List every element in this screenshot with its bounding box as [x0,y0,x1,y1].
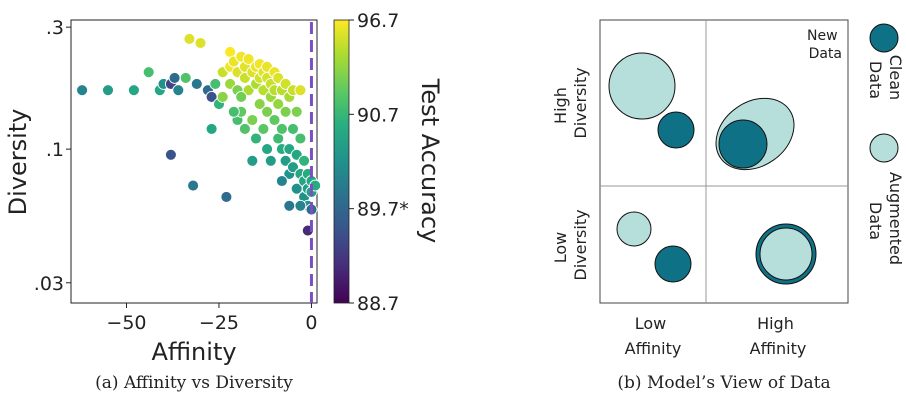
clean-data-circle-low-div-low-aff [654,245,692,283]
colorbar-ticks: 96.7 90.7 89.7* 88.7 [349,10,409,315]
colorbar-tick-label: 88.7 [357,293,399,315]
scatter-point [205,122,218,135]
legend-clean-data-label: Clean Data [866,55,905,106]
scatter-point [268,114,281,126]
x-axis-ticks: −50 −25 0 [106,303,317,334]
scatter-plot-area [70,19,318,304]
caption-b: (b) Model’s View of Data [617,373,830,393]
scatter-point [190,77,203,90]
legend-augmented-data-label: Augmented Data [866,172,905,270]
scatter-point [209,77,222,90]
col-label-low-affinity: Low Affinity [625,314,682,358]
x-tick-label: 0 [305,312,317,334]
scatter-point [179,71,192,84]
scatter-point [294,84,307,97]
scatter-point [235,90,248,103]
colorbar-label: Test Accuracy [416,78,444,243]
colorbar-tick-label: 90.7 [357,104,399,126]
scatter-point [253,98,266,111]
scatter-point [290,105,303,118]
scatter-point [246,154,259,167]
row-label-low-diversity: Low Diversity [551,209,590,280]
scatter-point [272,98,285,111]
scatter-point [257,122,270,135]
x-tick-label: −50 [106,312,146,334]
new-data-note: New Data [807,28,842,62]
scatter-point [246,114,259,126]
legend-clean-data-swatch [869,23,899,53]
scatter-point [264,154,277,167]
scatter-point [142,66,155,79]
quadrant-frame [599,19,849,304]
colorbar-tick-label: 89.7* [357,199,409,221]
scatter-point [261,143,274,156]
scatter-point [287,161,299,174]
scatter-point [216,90,229,103]
clean-data-circle-high-div-low-aff [657,111,695,149]
augmented-data-circle-low-div-high-aff [759,227,813,281]
col-label-high-affinity: High Affinity [750,314,807,358]
scatter-point [275,175,288,187]
scatter-point [283,199,296,212]
scatter-point [279,105,292,118]
scatter-point [261,105,274,118]
row-label-high-diversity: High Diversity [551,67,590,138]
colorbar-tick-label: 96.7 [357,10,399,32]
scatter-point [275,122,288,135]
augmented-data-circle-high-div-low-aff [608,52,676,120]
scatter-point [287,122,299,135]
scatter-point [76,84,89,97]
scatter-point [183,32,196,45]
scatter-point [194,37,207,49]
scatter-point [294,132,307,145]
scatter-point [164,148,177,161]
x-tick-label: −25 [199,312,239,334]
scatter-point [127,84,140,97]
caption-a: (a) Affinity vs Diversity [95,373,293,393]
legend-augmented-data-swatch [869,133,899,163]
augmented-data-circle-low-div-low-aff [616,211,652,247]
scatter-point [294,199,307,212]
y-tick-label: .3 [46,17,64,39]
y-tick-label: .03 [34,273,64,295]
y-tick-label: .1 [46,139,64,161]
scatter-point [298,154,311,167]
scatter-point [238,122,251,135]
scatter-point [102,84,114,97]
y-axis-ticks: .3 .1 .03 [34,17,71,295]
scatter-point [172,84,185,97]
colorbar [333,19,350,304]
scatter-point [168,71,181,84]
scatter-point [187,179,200,192]
scatter-point [220,190,233,203]
scatter-point [227,105,240,118]
y-axis-label: Diversity [4,109,32,216]
clean-data-circle-high-div-high-aff [718,119,768,169]
scatter-points-group [76,32,322,237]
scatter-point [250,132,262,145]
scatter-point [242,53,255,66]
x-axis-label: Affinity [151,338,236,366]
